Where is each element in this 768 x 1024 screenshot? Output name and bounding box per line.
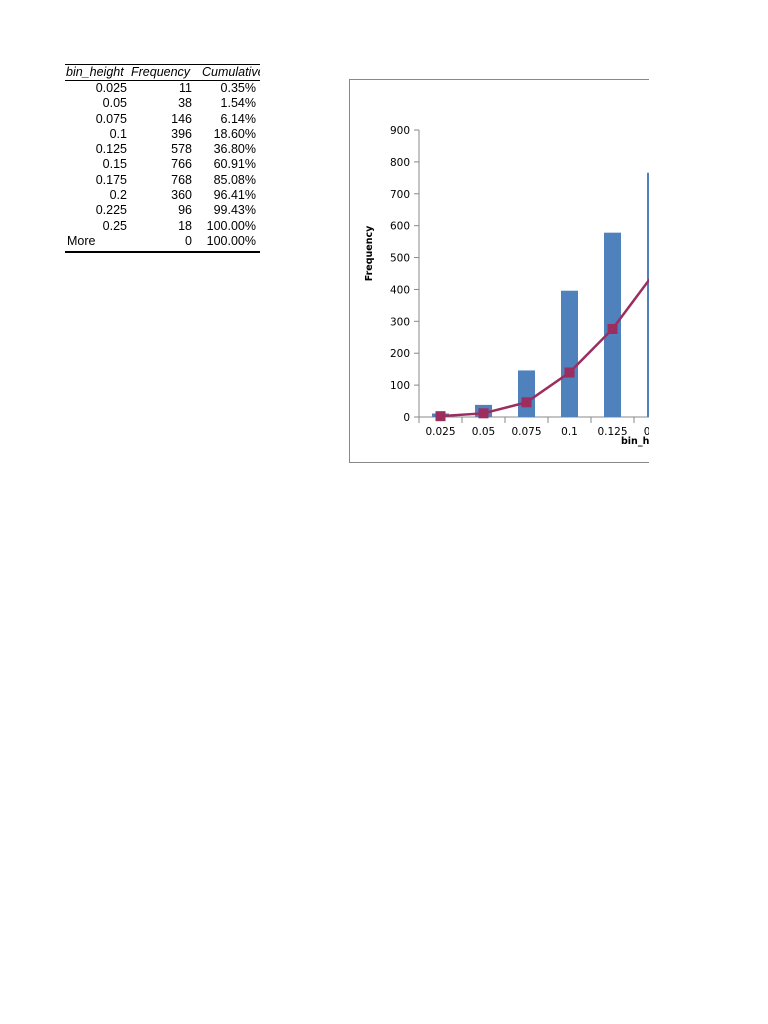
bar	[647, 172, 649, 417]
cell-frequency: 768	[171, 172, 192, 187]
y-tick-label: 200	[390, 348, 410, 360]
table-row: 0.225 96 99.43%	[65, 203, 260, 218]
y-tick-label: 100	[390, 380, 410, 392]
table-row: 0.175 768 85.08%	[65, 173, 260, 188]
histogram-table: bin_height Frequency Cumulative % 0.025 1…	[65, 64, 260, 254]
header-bin: bin_height	[66, 65, 124, 79]
header-frequency: Frequency	[131, 65, 191, 79]
cumulative-marker	[478, 408, 489, 419]
histogram-chart: 0 100 200 300 400 500 600 700 800 900 0.025 0.05 0.0…	[349, 79, 649, 463]
x-tick-label: 0.125	[597, 426, 627, 438]
y-tick-label: 700	[390, 189, 410, 201]
y-tick-label: 400	[390, 284, 410, 296]
x-tick-label: 0.025	[425, 426, 455, 438]
cell-bin: 0.125	[95, 142, 127, 157]
cell-frequency: 766	[171, 157, 192, 172]
cell-bin: 0.175	[95, 172, 127, 187]
cell-bin: 0.25	[102, 218, 127, 233]
cell-bin: 0.075	[95, 111, 127, 126]
cell-cumulative: 6.14%	[220, 111, 256, 126]
chart-svg: 0 100 200 300 400 500 600 700 800 900 0.025 0.05 0.0…	[364, 125, 649, 447]
cell-bin: 0.15	[102, 157, 127, 172]
y-axis-title: Frequency	[364, 225, 375, 281]
cell-frequency: 96	[178, 203, 192, 218]
y-tick-label: 500	[390, 253, 410, 265]
cumulative-marker	[435, 411, 446, 422]
y-tick-label: 800	[390, 157, 410, 169]
table-row: 0.25 18 100.00%	[65, 219, 260, 234]
cell-bin: 0.1	[109, 126, 127, 141]
cell-bin: 0.025	[95, 81, 127, 95]
cell-cumulative: 99.43%	[213, 203, 256, 218]
cell-frequency: 360	[171, 188, 192, 203]
cell-cumulative: 96.41%	[213, 188, 256, 203]
cell-frequency: 18	[178, 218, 192, 233]
cell-bin: More	[67, 233, 96, 248]
cell-cumulative: 36.80%	[213, 142, 256, 157]
bar	[561, 290, 578, 417]
table-row: 0.025 11 0.35%	[65, 81, 260, 96]
table-header: bin_height Frequency Cumulative %	[65, 65, 260, 81]
cell-frequency: 146	[171, 111, 192, 126]
x-axis-title: bin_height	[621, 436, 649, 447]
cell-cumulative: 100.00%	[206, 233, 256, 248]
table-bottom-border	[65, 250, 260, 254]
bar	[518, 370, 535, 417]
cell-cumulative: 18.60%	[213, 126, 256, 141]
cell-frequency: 578	[171, 142, 192, 157]
table-row: 0.1 396 18.60%	[65, 127, 260, 142]
table-row: 0.15 766 60.91%	[65, 157, 260, 172]
table-row: 0.075 146 6.14%	[65, 112, 260, 127]
header-cumulative: Cumulative %	[202, 65, 260, 79]
cumulative-line	[440, 277, 649, 418]
cell-frequency: 38	[178, 96, 192, 111]
cell-cumulative: 60.91%	[213, 157, 256, 172]
table-row: More 0 100.00%	[65, 234, 260, 249]
cell-bin: 0.2	[109, 188, 127, 203]
x-tick-label: 0.1	[561, 426, 578, 438]
x-tick-label: 0.15	[644, 426, 649, 438]
cell-frequency: 0	[185, 233, 192, 248]
cell-cumulative: 100.00%	[206, 218, 256, 233]
cell-frequency: 396	[171, 126, 192, 141]
table-row: 0.2 360 96.41%	[65, 188, 260, 203]
cell-bin: 0.225	[95, 203, 127, 218]
y-tick-label: 300	[390, 316, 410, 328]
y-tick-label: 0	[403, 412, 410, 424]
cumulative-marker	[521, 397, 532, 408]
x-tick-label: 0.075	[511, 426, 541, 438]
y-tick-label: 600	[390, 221, 410, 233]
cumulative-marker	[607, 323, 618, 334]
cell-bin: 0.05	[102, 96, 127, 111]
cell-cumulative: 0.35%	[220, 81, 256, 95]
y-tick-label: 900	[390, 125, 410, 137]
cell-cumulative: 1.54%	[220, 96, 256, 111]
cumulative-marker	[564, 367, 575, 378]
x-tick-label: 0.05	[472, 426, 495, 438]
cell-frequency: 11	[179, 81, 192, 95]
table-row: 0.125 578 36.80%	[65, 142, 260, 157]
cell-cumulative: 85.08%	[213, 172, 256, 187]
table-row: 0.05 38 1.54%	[65, 96, 260, 111]
